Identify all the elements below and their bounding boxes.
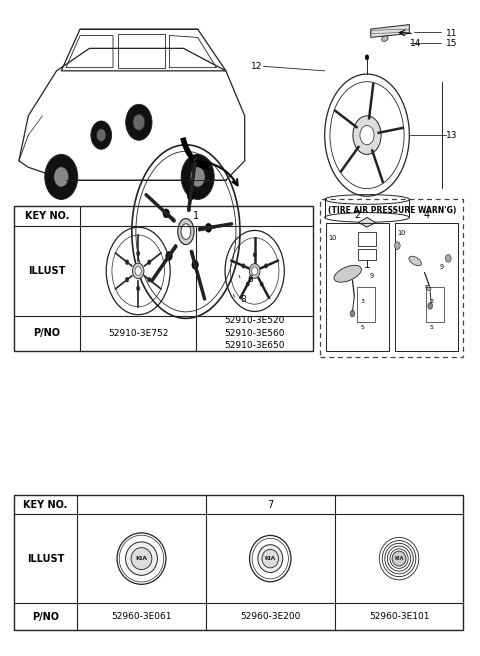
Text: (TIRE AIR PRESSURE WARN'G): (TIRE AIR PRESSURE WARN'G) [327, 206, 456, 215]
Circle shape [136, 286, 140, 291]
Text: 5: 5 [429, 325, 433, 330]
Bar [14, 206, 313, 350]
Text: 9: 9 [440, 264, 444, 270]
Circle shape [45, 154, 78, 199]
Text: KIA: KIA [395, 556, 404, 561]
Circle shape [187, 192, 194, 201]
Bar [426, 287, 444, 322]
Circle shape [428, 302, 432, 309]
Circle shape [147, 260, 151, 264]
Circle shape [249, 264, 260, 278]
Text: P/NO: P/NO [32, 611, 59, 622]
Text: 12: 12 [251, 62, 263, 71]
Circle shape [253, 253, 256, 257]
Circle shape [242, 264, 245, 268]
Ellipse shape [392, 551, 406, 566]
Text: 1: 1 [193, 211, 200, 221]
Polygon shape [359, 217, 375, 227]
Text: P/NO: P/NO [34, 328, 60, 338]
Polygon shape [371, 24, 409, 37]
Ellipse shape [262, 549, 278, 568]
Circle shape [125, 277, 129, 282]
Circle shape [163, 209, 169, 218]
Circle shape [260, 282, 263, 286]
Text: 13: 13 [446, 131, 457, 140]
Circle shape [360, 125, 374, 145]
Bar [14, 495, 463, 630]
Text: ILLUST: ILLUST [28, 266, 66, 276]
Text: 3: 3 [429, 299, 433, 304]
Text: 11: 11 [446, 29, 457, 38]
Ellipse shape [181, 224, 191, 239]
Circle shape [147, 277, 151, 282]
Circle shape [395, 242, 400, 249]
Ellipse shape [258, 544, 283, 573]
Bar [357, 287, 375, 322]
Text: 5: 5 [360, 325, 364, 330]
Text: KIA: KIA [264, 556, 276, 561]
Text: ILLUST: ILLUST [27, 554, 64, 564]
Bar [358, 232, 376, 247]
Text: 15: 15 [446, 39, 457, 48]
Bar [325, 222, 389, 350]
Circle shape [132, 263, 144, 279]
Ellipse shape [426, 285, 431, 291]
Text: 52960-3E200: 52960-3E200 [240, 612, 300, 621]
Circle shape [133, 114, 145, 131]
Text: 10: 10 [397, 230, 406, 236]
Circle shape [125, 260, 129, 264]
Text: 4: 4 [423, 210, 429, 220]
Text: KEY NO.: KEY NO. [25, 211, 69, 221]
Circle shape [445, 255, 451, 262]
Circle shape [91, 121, 111, 150]
Circle shape [136, 251, 140, 256]
Text: 9: 9 [370, 274, 374, 279]
Text: KIA: KIA [135, 556, 147, 561]
Ellipse shape [131, 548, 152, 569]
Text: 7: 7 [267, 500, 274, 510]
Text: 52960-3E101: 52960-3E101 [369, 612, 429, 621]
Text: 52960-3E061: 52960-3E061 [111, 612, 172, 621]
Bar [320, 199, 464, 357]
Text: 14: 14 [410, 39, 421, 48]
Ellipse shape [409, 256, 421, 266]
Circle shape [205, 223, 212, 232]
Text: 2: 2 [354, 210, 360, 220]
Text: KEY NO.: KEY NO. [24, 500, 68, 510]
Circle shape [190, 167, 205, 187]
Text: 52910-3E520
52910-3E560
52910-3E650: 52910-3E520 52910-3E560 52910-3E650 [225, 316, 285, 350]
Circle shape [96, 129, 106, 142]
Ellipse shape [382, 36, 388, 41]
Text: 3: 3 [360, 299, 364, 304]
Circle shape [264, 264, 267, 268]
Circle shape [192, 260, 198, 270]
Ellipse shape [178, 218, 194, 245]
Bar [395, 222, 458, 350]
Circle shape [252, 267, 258, 275]
Circle shape [365, 55, 369, 60]
Text: 8: 8 [240, 295, 246, 304]
Text: 52910-3E752: 52910-3E752 [108, 329, 168, 338]
Circle shape [135, 266, 142, 276]
Circle shape [353, 116, 381, 154]
Text: 6: 6 [247, 276, 253, 284]
Circle shape [181, 154, 214, 199]
Circle shape [126, 104, 152, 140]
Bar [358, 249, 376, 260]
Ellipse shape [126, 542, 157, 575]
Circle shape [54, 167, 69, 187]
Ellipse shape [334, 265, 361, 282]
Circle shape [350, 310, 355, 317]
Circle shape [166, 251, 172, 260]
Text: 10: 10 [328, 235, 337, 241]
Circle shape [246, 282, 249, 286]
